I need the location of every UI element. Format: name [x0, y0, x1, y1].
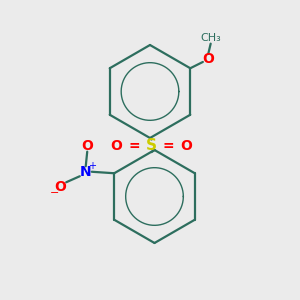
Text: =: =	[163, 139, 174, 152]
Text: O: O	[181, 139, 193, 152]
Text: N: N	[80, 165, 92, 179]
Text: =: =	[129, 139, 140, 152]
Text: O: O	[110, 139, 122, 152]
Text: −: −	[50, 188, 59, 198]
Text: O: O	[81, 139, 93, 153]
Text: S: S	[146, 138, 157, 153]
Text: O: O	[54, 180, 66, 194]
Text: CH₃: CH₃	[200, 33, 221, 43]
Text: +: +	[88, 161, 96, 171]
Text: O: O	[202, 52, 214, 66]
